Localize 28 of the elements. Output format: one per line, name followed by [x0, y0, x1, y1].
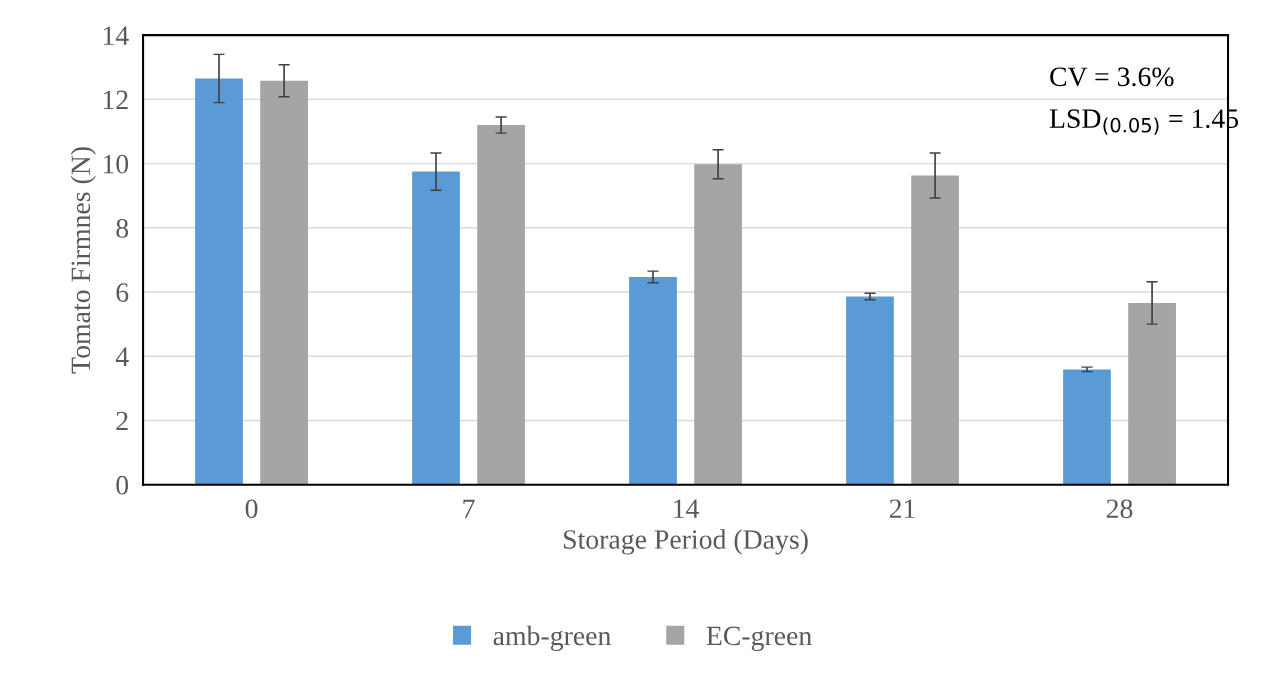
bar — [846, 296, 894, 485]
x-tick-label: 28 — [1106, 499, 1133, 519]
annotation: CV = 3.6% — [1050, 67, 1174, 87]
bar — [260, 80, 308, 485]
x-tick-label: 7 — [463, 499, 475, 518]
y-tick-label: 8 — [116, 218, 129, 238]
y-axis-title: Tomato Firmnes (N) — [70, 147, 96, 374]
x-tick-label: 0 — [245, 499, 258, 519]
bar — [412, 171, 460, 485]
bar — [1128, 302, 1176, 485]
y-tick-label: 12 — [103, 90, 128, 110]
x-tick-label: 21 — [889, 499, 915, 518]
bar — [1063, 369, 1111, 485]
bar — [477, 125, 525, 485]
y-tick-label: 2 — [116, 411, 128, 431]
bar — [911, 175, 959, 485]
legend-label: EC-green — [706, 626, 812, 651]
bar — [694, 164, 742, 485]
x-tick-label: 14 — [674, 499, 699, 518]
bar — [195, 78, 243, 485]
y-tick-label: 10 — [103, 154, 129, 174]
y-tick-label: 14 — [103, 26, 129, 45]
y-tick-label: 4 — [115, 347, 129, 366]
y-tick-label: 6 — [116, 283, 129, 302]
x-axis-title: Storage Period (Days) — [563, 529, 808, 555]
legend-label: amb-green — [493, 625, 611, 651]
y-tick-label: 0 — [116, 475, 129, 495]
bar — [629, 276, 677, 485]
